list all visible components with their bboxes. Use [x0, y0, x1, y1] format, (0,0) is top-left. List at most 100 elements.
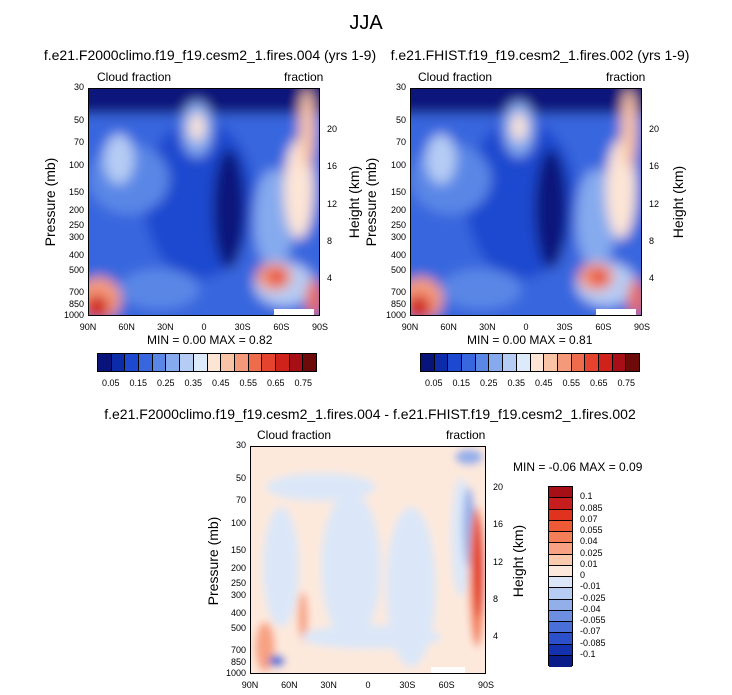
colorbar-swatch [462, 354, 476, 371]
colorbar-swatch [275, 354, 290, 371]
colorbar-swatch [549, 532, 572, 544]
colorbar-swatch [549, 588, 572, 600]
panel2-lat-tick: 90N [401, 322, 419, 332]
panel1-pressure-tick: 700 [68, 286, 84, 297]
panel3-pressure-tick: 250 [230, 577, 246, 588]
colorbar-label: 0.65 [266, 378, 285, 388]
panel1-lat-tick: 0 [201, 322, 207, 332]
panel1-height-tick: 8 [327, 235, 333, 246]
colorbar-swatch [549, 543, 572, 555]
colorbar-label: 0.35 [184, 378, 203, 388]
panel3-height-tick: 8 [493, 593, 499, 604]
panel3-plot [250, 446, 486, 674]
colorbar-swatch [549, 487, 572, 499]
panel3-lat-tick: 60N [281, 680, 298, 690]
colorbar-label: 0.55 [239, 378, 258, 388]
panel3-pressure-tick: 300 [230, 589, 246, 600]
colorbar-swatch [125, 354, 140, 371]
panel3-pressure-tick: 400 [230, 608, 246, 619]
panel1-colorbar [97, 353, 317, 372]
colorbar-label: -0.04 [580, 603, 601, 614]
panel2-colorbar [420, 353, 640, 372]
panel2-right-label: fraction [606, 70, 646, 84]
panel1-pressure-tick: 30 [73, 82, 84, 92]
panel2-height-tick: 4 [649, 272, 655, 283]
panel3-pressure-tick: 500 [230, 622, 246, 633]
colorbar-label: -0.085 [580, 637, 606, 648]
panel1-pressure-tick: 200 [68, 205, 84, 216]
panel3-lat-tick: 90N [241, 680, 259, 690]
colorbar-label: 0.35 [507, 378, 526, 388]
colorbar-label: 0.01 [580, 558, 598, 569]
colorbar-label: 0.05 [424, 378, 443, 388]
panel2-minmax: MIN = 0.00 MAX = 0.81 [467, 333, 593, 347]
colorbar-swatch [549, 509, 572, 521]
colorbar-label: -0.1 [580, 648, 596, 659]
panel2-pressure-tick: 200 [390, 205, 406, 216]
panel2-lat-tick: 0 [523, 322, 529, 332]
panel3-lat-tick: 30N [320, 680, 337, 690]
panel1-minmax: MIN = 0.00 MAX = 0.82 [147, 333, 273, 347]
panel2-y2label: Height (km) [670, 165, 686, 239]
colorbar-swatch [98, 354, 112, 371]
panel1-pressure-tick: 100 [68, 160, 84, 171]
colorbar-label: 0.07 [580, 513, 598, 524]
panel2-height-tick: 8 [649, 235, 655, 246]
colorbar-label: 0.025 [580, 547, 603, 558]
colorbar-swatch [289, 354, 304, 371]
panel2-title: f.e21.FHIST.f19_f19.cesm2_1.fires.002 (y… [390, 47, 690, 63]
panel3-y2label: Height (km) [510, 524, 526, 598]
colorbar-label: 0.65 [589, 378, 608, 388]
panel3-colorbar [548, 486, 573, 667]
panel1-right-label: fraction [284, 70, 324, 84]
colorbar-swatch [234, 354, 249, 371]
colorbar-swatch [549, 498, 572, 510]
colorbar-swatch [516, 354, 531, 371]
colorbar-swatch [139, 354, 153, 371]
colorbar-swatch [166, 354, 181, 371]
colorbar-swatch [152, 354, 167, 371]
panel1-pressure-tick: 500 [68, 264, 84, 275]
panel2-lat-tick: 30N [479, 322, 496, 332]
panel3-lat-tick: 0 [365, 680, 371, 690]
panel1-pressure-tick: 1000 [63, 310, 84, 320]
colorbar-label: 0.15 [452, 378, 471, 388]
panel1-plot [88, 88, 320, 316]
panel1-pressure-tick: 150 [68, 186, 84, 197]
panel3-left-label: Cloud fraction [257, 428, 332, 442]
colorbar-swatch [549, 633, 572, 645]
colorbar-swatch [221, 354, 235, 371]
panel3-pressure-tick: 1000 [225, 668, 246, 678]
panel2-pressure-tick: 500 [390, 264, 406, 275]
colorbar-swatch [448, 354, 463, 371]
panel3-height-tick: 12 [493, 556, 504, 567]
colorbar-swatch [598, 354, 613, 371]
colorbar-label: 0.04 [580, 536, 598, 547]
colorbar-swatch [557, 354, 572, 371]
colorbar-swatch [549, 599, 572, 611]
colorbar-swatch [549, 644, 572, 656]
colorbar-swatch [549, 622, 572, 634]
colorbar-label: -0.055 [580, 615, 606, 625]
panel2-height-tick: 20 [649, 124, 660, 135]
figure-title: JJA [349, 12, 383, 34]
panel1-pressure-tick: 300 [68, 231, 84, 242]
colorbar-swatch [549, 655, 572, 667]
colorbar-label: -0.01 [580, 581, 601, 592]
panel3-height-tick: 16 [493, 519, 504, 530]
colorbar-swatch [549, 520, 572, 532]
colorbar-swatch [626, 354, 639, 371]
panel1-pressure-tick: 850 [68, 299, 84, 310]
panel3-pressure-tick: 200 [230, 563, 246, 574]
panel2-pressure-tick: 100 [390, 160, 406, 171]
panel3-pressure-tick: 30 [235, 440, 246, 450]
panel1-lat-tick: 30S [234, 322, 251, 332]
colorbar-swatch [180, 354, 194, 371]
colorbar-label: 0.75 [617, 378, 636, 388]
colorbar-label: 0.45 [211, 378, 230, 388]
colorbar-label: 0.085 [580, 502, 603, 513]
panel3-pressure-tick: 150 [230, 544, 246, 555]
panel2-pressure-tick: 400 [390, 250, 406, 261]
panel2-pressure-tick: 700 [390, 286, 406, 297]
colorbar-label: 0 [580, 570, 586, 580]
